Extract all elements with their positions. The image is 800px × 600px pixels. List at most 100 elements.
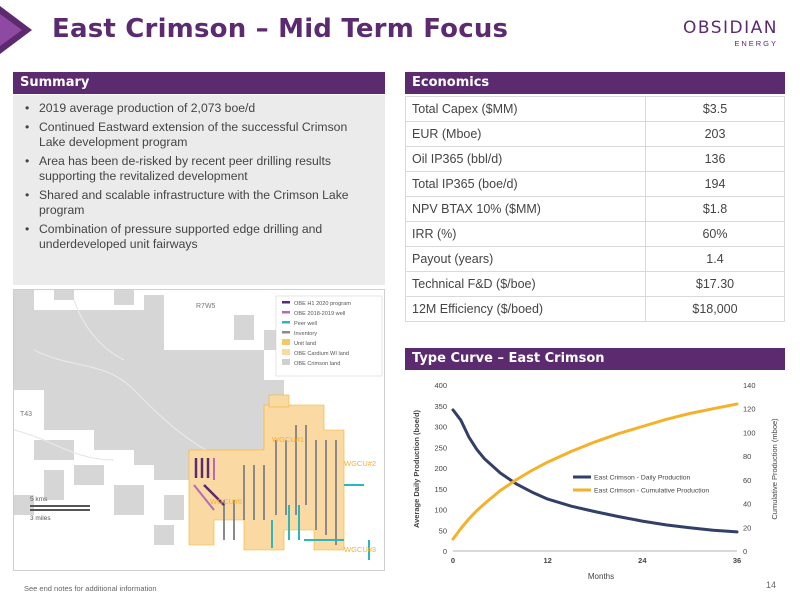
legend-swatch: [282, 311, 290, 314]
table-row: 12M Efficiency ($/boed) $18,000: [405, 296, 785, 322]
crimson-land: [14, 290, 284, 545]
legend-label: OBE 2018-2019 well: [294, 311, 345, 317]
y2-tick-label: 40: [743, 500, 751, 509]
legend-label: OBE Cardium WI land: [294, 351, 349, 357]
inventory-wells: [223, 425, 337, 545]
river-lines: [14, 299, 225, 461]
y-axis-label: Average Daily Production (boe/d): [412, 409, 421, 528]
footnote: See end notes for additional information: [24, 584, 157, 593]
legend-swatch: [282, 339, 290, 345]
table-row: Total IP365 (boe/d) 194: [405, 171, 785, 197]
map-unit-label: WGCU#6: [210, 497, 242, 506]
row-label: IRR (%): [405, 221, 646, 247]
type-curve-svg: 0501001502002503003504000204060801001201…: [412, 381, 779, 581]
economics-table: Total Capex ($MM) $3.5 EUR (Mboe) 203 Oil …: [405, 96, 785, 322]
y-tick-label: 200: [434, 464, 447, 473]
legend-label: OBE H1 2020 program: [294, 301, 351, 307]
scale-mi-label: 3 miles: [30, 515, 51, 522]
x-tick-label: 12: [543, 556, 551, 565]
x-tick-label: 36: [733, 556, 741, 565]
row-value: $3.5: [645, 96, 785, 122]
table-row: Payout (years) 1.4: [405, 246, 785, 272]
row-value: 60%: [645, 221, 785, 247]
y2-tick-label: 120: [743, 405, 756, 414]
table-row: IRR (%) 60%: [405, 221, 785, 247]
y2-tick-label: 60: [743, 476, 751, 485]
bullet-text: Continued Eastward extension of the succ…: [39, 120, 348, 149]
map-graphic: R7W5 T43 WGCU#1 WGCU#2 WGCU#3 WGCU#6 5 k…: [14, 290, 383, 560]
legend-label: OBE Crimson land: [294, 361, 340, 367]
x-tick-label: 24: [638, 556, 647, 565]
map-legend: OBE H1 2020 program OBE 2018-2019 well Pee…: [275, 295, 383, 377]
row-label: EUR (Mboe): [405, 121, 646, 147]
bullet-text: 2019 average production of 2,073 boe/d: [39, 101, 256, 115]
y-tick-label: 250: [434, 443, 447, 452]
obe-2018-wells: [193, 458, 215, 511]
logo-name: OBSIDIAN: [683, 18, 778, 38]
y2-axis-label: Cumulative Production (mboe): [770, 418, 779, 520]
row-value: $18,000: [645, 296, 785, 322]
page-number: 14: [765, 580, 776, 590]
map-unit-label: WGCU#3: [344, 545, 376, 554]
land-map: R7W5 T43 WGCU#1 WGCU#2 WGCU#3 WGCU#6 5 k…: [13, 289, 385, 571]
list-item: • Combination of pressure supported edge …: [25, 222, 323, 251]
legend-swatch: [282, 349, 290, 355]
map-township-label: T43: [20, 411, 32, 418]
peer-wells: [271, 484, 370, 560]
logo-sub: ENERGY: [734, 39, 778, 48]
y2-tick-label: 20: [743, 523, 751, 532]
title-arrow-icon: [0, 6, 32, 54]
table-row: Technical F&D ($/boe) $17.30: [405, 271, 785, 297]
row-label: NPV BTAX 10% ($MM): [405, 196, 646, 222]
bullet-text: Combination of pressure supported edge d…: [39, 222, 323, 251]
y2-tick-label: 140: [743, 381, 756, 390]
y2-tick-label: 100: [743, 428, 756, 437]
row-value: $1.8: [645, 196, 785, 222]
y-tick-label: 150: [434, 485, 447, 494]
map-unit-label: WGCU#2: [344, 459, 376, 468]
legend-label: Peer well: [294, 321, 317, 327]
legend-swatch: [282, 301, 290, 304]
type-curve-chart: 0 50 100 150 200 250 300 350 400 0 20 40 60 80 100 120 1…: [405, 373, 785, 583]
legend-label: East Crimson - Cumulative Production: [594, 488, 709, 495]
legend-swatch: [282, 321, 290, 324]
y-tick-label: 350: [434, 402, 447, 411]
row-value: $17.30: [645, 271, 785, 297]
row-label: Oil IP365 (bbl/d): [405, 146, 646, 172]
table-row: Total Capex ($MM) $3.5: [405, 96, 785, 122]
row-value: 194: [645, 171, 785, 197]
list-item: • Shared and scalable infrastructure with…: [25, 188, 349, 217]
table-row: EUR (Mboe) 203: [405, 121, 785, 147]
table-row: Oil IP365 (bbl/d) 136: [405, 146, 785, 172]
row-value: 136: [645, 146, 785, 172]
bullet-text: Area has been de-risked by recent peer d…: [39, 154, 331, 183]
y2-tick-label: 80: [743, 452, 751, 461]
type-curve-heading: Type Curve – East Crimson: [405, 348, 785, 370]
legend-swatch: [282, 331, 290, 334]
row-label: 12M Efficiency ($/boed): [405, 296, 646, 322]
y-tick-label: 100: [434, 506, 447, 515]
legend-label: Unit land: [294, 341, 316, 347]
row-label: Payout (years): [405, 246, 646, 272]
page-title: East Crimson – Mid Term Focus: [52, 14, 509, 44]
daily-production-line: [451, 408, 739, 534]
scale-km-label: 5 kms: [30, 496, 48, 503]
row-label: Total Capex ($MM): [405, 96, 646, 122]
list-item: • Continued Eastward extension of the suc…: [25, 120, 348, 149]
summary-heading: Summary: [13, 72, 385, 94]
map-range-label: R7W5: [196, 303, 216, 310]
y-tick-label: 0: [443, 547, 447, 556]
obe-2020-wells: [194, 458, 225, 506]
row-label: Technical F&D ($/boe): [405, 271, 646, 297]
legend-label: East Crimson - Daily Production: [594, 475, 691, 482]
x-axis-label: Months: [588, 572, 614, 581]
table-row: NPV BTAX 10% ($MM) $1.8: [405, 196, 785, 222]
y2-tick-label: 0: [743, 547, 747, 556]
row-value: 203: [645, 121, 785, 147]
summary-list: • 2019 average production of 2,073 boe/d …: [19, 101, 375, 252]
company-logo: OBSIDIAN ENERGY: [683, 18, 778, 48]
y-tick-label: 300: [434, 423, 447, 432]
legend-label: Inventory: [294, 331, 317, 337]
y-tick-label: 400: [434, 381, 447, 390]
row-label: Total IP365 (boe/d): [405, 171, 646, 197]
